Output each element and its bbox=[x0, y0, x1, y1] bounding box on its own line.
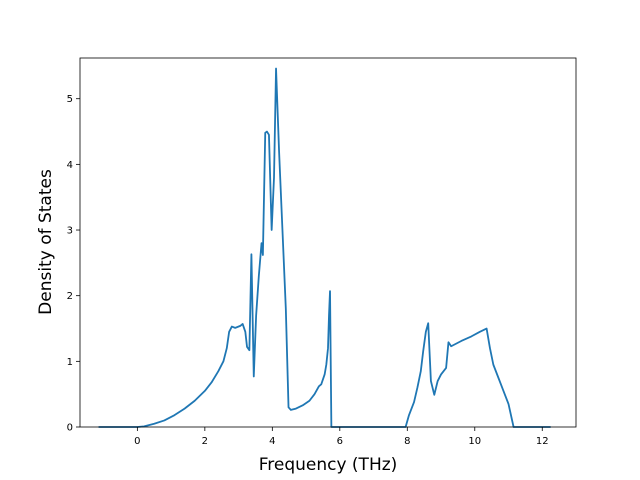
x-tick-label: 10 bbox=[468, 436, 481, 447]
y-tick-label: 2 bbox=[67, 291, 73, 302]
x-axis: 0 2 4 6 8 10 12 bbox=[134, 427, 549, 447]
y-tick-label: 5 bbox=[67, 94, 73, 105]
y-tick-label: 0 bbox=[67, 423, 73, 434]
x-tick-label: 6 bbox=[337, 436, 343, 447]
x-tick-label: 0 bbox=[134, 436, 140, 447]
x-axis-title: Frequency (THz) bbox=[259, 455, 398, 475]
y-axis: 0 1 2 3 4 5 bbox=[67, 94, 80, 434]
x-tick-label: 2 bbox=[202, 436, 208, 447]
x-tick-label: 12 bbox=[536, 436, 549, 447]
y-tick-label: 4 bbox=[67, 160, 73, 171]
dos-series-line bbox=[98, 67, 551, 428]
x-tick-label: 4 bbox=[269, 436, 275, 447]
plot-area bbox=[98, 67, 551, 428]
x-tick-label: 8 bbox=[404, 436, 410, 447]
axes-frame bbox=[79, 57, 577, 428]
y-tick-label: 3 bbox=[67, 226, 73, 237]
y-axis-title: Density of States bbox=[36, 169, 56, 315]
y-tick-label: 1 bbox=[67, 357, 73, 368]
